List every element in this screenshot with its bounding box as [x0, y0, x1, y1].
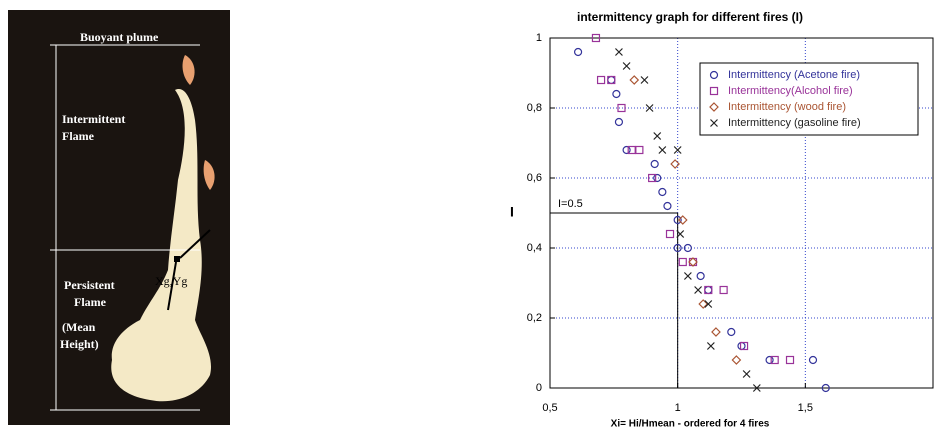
- point: [683, 272, 692, 280]
- point: [683, 243, 692, 253]
- point: [573, 47, 583, 57]
- legend-marker: [710, 119, 718, 127]
- x-axis-label: Xi= Hi/Hmean - ordered for 4 fires: [611, 419, 770, 430]
- point: [688, 257, 698, 267]
- point: [678, 257, 687, 267]
- point: [650, 159, 659, 169]
- photo-label: Intermittent: [62, 112, 125, 126]
- point: [670, 159, 680, 169]
- arrow: [167, 261, 177, 311]
- legend-label: Intermittency (wood fire): [728, 101, 846, 113]
- point: [704, 300, 713, 308]
- point: [663, 201, 672, 211]
- point: [688, 257, 698, 267]
- point: [673, 215, 682, 225]
- y-tick-label: 0,6: [527, 172, 542, 184]
- photo-label: (Mean: [62, 320, 96, 334]
- x-tick-label: 0,5: [542, 402, 557, 414]
- y-tick-label: 1: [536, 32, 542, 44]
- y-axis-label: I: [510, 204, 514, 220]
- point: [658, 146, 667, 154]
- point: [770, 355, 779, 365]
- point: [622, 62, 631, 70]
- point: [653, 173, 662, 183]
- flame-photo: [8, 10, 230, 425]
- photo-label: Flame: [74, 295, 107, 309]
- legend-label: Intermittency (gasoline fire): [728, 117, 861, 129]
- point: [694, 286, 703, 294]
- x-tick-label: 1: [675, 402, 681, 414]
- legend-marker: [709, 102, 719, 112]
- point: [607, 75, 616, 85]
- y-tick-label: 0,2: [527, 312, 542, 324]
- centroid: [174, 256, 180, 262]
- point: [629, 75, 640, 85]
- point: [711, 327, 721, 337]
- legend-marker: [709, 86, 719, 96]
- photo-label: Height): [60, 337, 99, 351]
- point: [665, 229, 675, 239]
- chart-title: intermittency graph for different fires …: [577, 10, 803, 24]
- point: [677, 215, 688, 225]
- point: [614, 117, 624, 127]
- point: [640, 76, 649, 84]
- legend-label: Intermittency (Acetone fire): [728, 69, 860, 81]
- point: [673, 243, 682, 253]
- photo-label: Flame: [62, 129, 95, 143]
- photo-label: Xg,Yg: [155, 274, 187, 288]
- legend-box: [699, 62, 919, 136]
- photo-label: Buoyant plume: [80, 30, 159, 44]
- point: [653, 132, 662, 140]
- point: [704, 285, 713, 295]
- point: [698, 299, 709, 309]
- point: [727, 327, 736, 337]
- point: [739, 341, 749, 351]
- point: [596, 75, 606, 85]
- y-tick-label: 0,8: [527, 102, 542, 114]
- point: [742, 370, 751, 378]
- point: [615, 48, 623, 56]
- flame: [111, 89, 212, 402]
- legend-label: Intermittency(Alcohol fire): [728, 85, 853, 97]
- point: [821, 383, 830, 393]
- point: [627, 145, 636, 155]
- point: [785, 355, 795, 365]
- point: [765, 355, 774, 365]
- point: [635, 145, 644, 155]
- annotation: I=0.5: [558, 198, 583, 210]
- point: [645, 104, 654, 112]
- point: [617, 103, 626, 113]
- point: [752, 384, 761, 392]
- point: [706, 342, 715, 350]
- point: [737, 341, 746, 351]
- point: [648, 173, 657, 183]
- x-tick-label: 1,5: [798, 402, 813, 414]
- point: [673, 146, 682, 154]
- point: [658, 187, 667, 197]
- point: [612, 89, 621, 99]
- y-tick-label: 0,4: [527, 242, 542, 254]
- point: [696, 271, 705, 281]
- point: [607, 75, 616, 85]
- point: [704, 285, 713, 295]
- point: [676, 230, 685, 238]
- point: [622, 145, 631, 155]
- point: [591, 33, 601, 43]
- point: [808, 355, 818, 365]
- flame-tip: [203, 160, 215, 190]
- point: [719, 285, 728, 295]
- flame-tip: [182, 55, 195, 85]
- photo-label: Persistent: [64, 278, 115, 292]
- legend-marker: [709, 70, 719, 80]
- y-tick-label: 0: [536, 382, 542, 394]
- arrow: [179, 229, 211, 259]
- point: [731, 355, 742, 365]
